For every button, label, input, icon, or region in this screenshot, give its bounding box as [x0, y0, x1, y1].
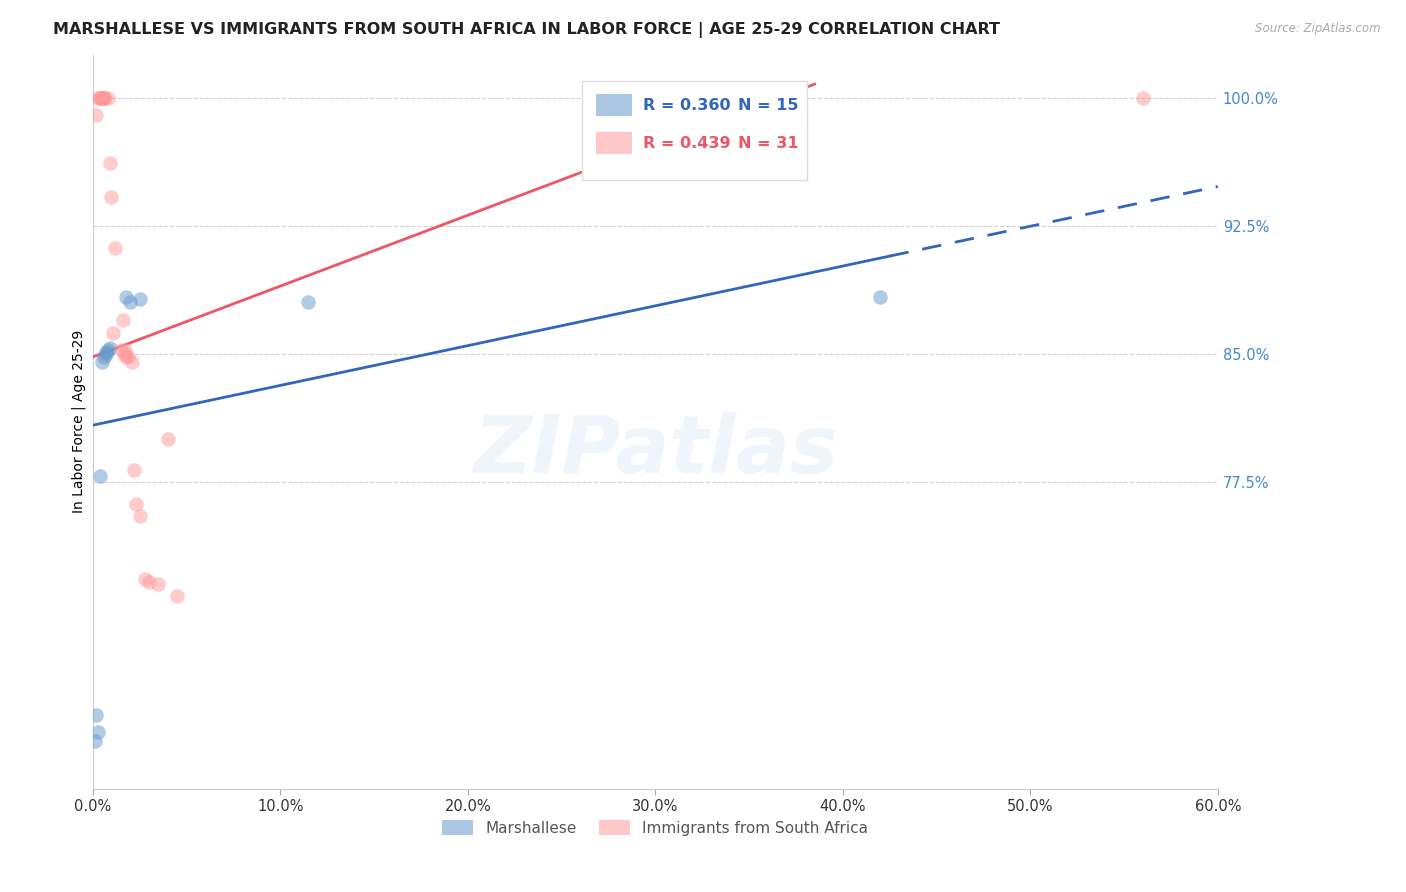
Point [91, 91, 114, 105]
Point [91, 91, 114, 105]
Point [104, 241, 127, 255]
Point [297, 295, 319, 310]
Point [87, 91, 110, 105]
Y-axis label: In Labor Force | Age 25-29: In Labor Force | Age 25-29 [72, 330, 86, 514]
Legend: Marshallese, Immigrants from South Africa: Marshallese, Immigrants from South Afric… [443, 821, 868, 836]
Point [111, 312, 134, 326]
Point [120, 295, 142, 310]
Point [93, 91, 115, 105]
Point [156, 432, 179, 446]
Point [83, 733, 105, 747]
Point [89, 469, 111, 483]
Point [166, 589, 188, 603]
Point [87, 725, 110, 739]
FancyBboxPatch shape [582, 81, 807, 180]
Point [125, 497, 148, 511]
Point [91, 91, 114, 105]
Point [93, 350, 115, 364]
Point [134, 572, 156, 586]
Point [121, 355, 143, 369]
Point [103, 326, 125, 340]
Point [94, 345, 117, 359]
Point [94, 346, 117, 360]
Point [869, 290, 891, 304]
Point [93, 91, 115, 105]
Point [91, 355, 114, 369]
Point [86, 708, 108, 723]
Point [98, 155, 121, 169]
Point [1132, 91, 1154, 105]
Point [122, 462, 145, 476]
Point [114, 343, 136, 358]
Point [128, 508, 150, 523]
Bar [596, 132, 631, 154]
Point [114, 346, 136, 360]
Text: R = 0.439: R = 0.439 [643, 136, 731, 151]
Point [128, 292, 150, 306]
Point [100, 190, 122, 204]
Point [138, 575, 160, 590]
Text: ZIPatlas: ZIPatlas [472, 412, 838, 491]
Bar [596, 94, 631, 116]
Point [110, 343, 132, 358]
Point [97, 343, 120, 358]
Point [115, 290, 138, 304]
Point [117, 350, 139, 364]
Point [98, 342, 121, 356]
Point [148, 577, 170, 591]
Point [89, 91, 111, 105]
Point [89, 91, 111, 105]
Point [97, 91, 120, 105]
Point [93, 91, 115, 105]
Point [115, 350, 138, 364]
Text: MARSHALLESE VS IMMIGRANTS FROM SOUTH AFRICA IN LABOR FORCE | AGE 25-29 CORRELATI: MARSHALLESE VS IMMIGRANTS FROM SOUTH AFR… [53, 22, 1001, 38]
Text: N = 31: N = 31 [738, 136, 799, 151]
Text: R = 0.360: R = 0.360 [643, 97, 731, 112]
Point [86, 108, 108, 122]
Text: N = 15: N = 15 [738, 97, 799, 112]
Text: Source: ZipAtlas.com: Source: ZipAtlas.com [1256, 22, 1381, 36]
